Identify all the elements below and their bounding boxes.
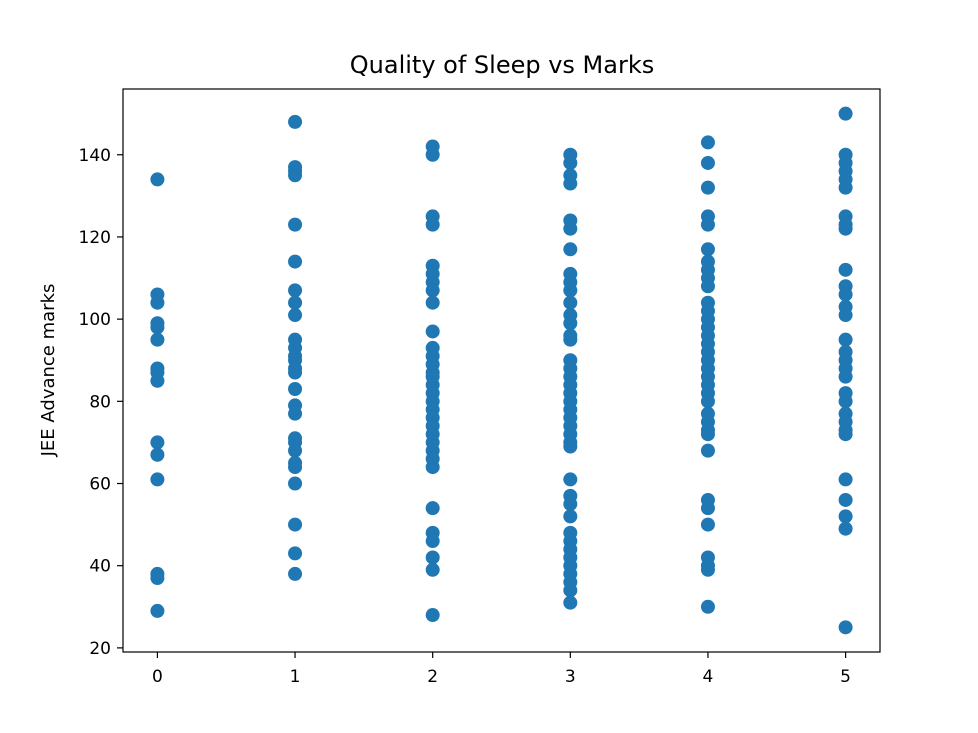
data-point: [150, 172, 165, 187]
data-point: [150, 447, 165, 462]
data-point: [288, 381, 303, 396]
data-point: [288, 460, 303, 475]
data-point: [425, 550, 440, 565]
data-point: [288, 476, 303, 491]
data-point: [425, 534, 440, 549]
data-point: [150, 332, 165, 347]
data-point: [425, 562, 440, 577]
plot-frame: [122, 88, 881, 653]
x-tick-label: 0: [152, 667, 163, 687]
data-point: [288, 517, 303, 532]
data-point: [425, 324, 440, 339]
data-point: [838, 221, 853, 236]
data-point: [563, 316, 578, 331]
data-point: [838, 180, 853, 195]
data-point: [288, 283, 303, 298]
data-point: [563, 583, 578, 598]
data-point: [288, 217, 303, 232]
data-point: [150, 373, 165, 388]
data-point: [563, 509, 578, 524]
data-point: [288, 566, 303, 581]
y-axis-label: JEE Advance marks: [38, 284, 59, 458]
x-tick-label: 2: [427, 667, 438, 687]
data-point: [288, 254, 303, 269]
data-point: [563, 332, 578, 347]
data-point: [150, 603, 165, 618]
data-point: [563, 497, 578, 512]
data-point: [700, 155, 715, 170]
data-point: [150, 435, 165, 450]
data-point: [150, 320, 165, 335]
data-point: [700, 599, 715, 614]
data-point: [425, 501, 440, 516]
data-point: [838, 472, 853, 487]
data-point: [288, 546, 303, 561]
data-point: [288, 365, 303, 380]
y-tick-label: 100: [79, 310, 111, 330]
data-point: [425, 460, 440, 475]
x-tick-label: 1: [290, 667, 301, 687]
data-point: [288, 308, 303, 323]
data-point: [425, 147, 440, 162]
data-point: [563, 242, 578, 257]
data-point: [288, 295, 303, 310]
data-point: [700, 517, 715, 532]
data-point: [838, 394, 853, 409]
data-point: [425, 283, 440, 298]
data-point: [563, 221, 578, 236]
data-point: [288, 406, 303, 421]
data-point: [700, 242, 715, 257]
data-point: [838, 509, 853, 524]
x-tick-label: 4: [703, 667, 714, 687]
data-point: [838, 427, 853, 442]
y-tick-label: 20: [89, 639, 111, 659]
x-tick-label: 3: [565, 667, 576, 687]
data-point: [700, 443, 715, 458]
data-point: [288, 114, 303, 129]
data-point: [838, 620, 853, 635]
chart-title: Quality of Sleep vs Marks: [350, 51, 654, 79]
data-point: [425, 217, 440, 232]
data-point: [150, 571, 165, 586]
data-point: [563, 283, 578, 298]
data-point: [563, 595, 578, 610]
x-tick-label: 5: [840, 667, 851, 687]
data-point: [838, 262, 853, 277]
data-point: [838, 287, 853, 302]
data-point: [700, 427, 715, 442]
data-point: [563, 439, 578, 454]
data-points: [150, 106, 853, 635]
data-point: [425, 295, 440, 310]
data-point: [563, 472, 578, 487]
data-point: [700, 180, 715, 195]
data-point: [700, 501, 715, 516]
data-point: [563, 176, 578, 191]
y-tick-label: 60: [89, 475, 111, 495]
data-point: [150, 295, 165, 310]
data-point: [838, 106, 853, 121]
y-tick-label: 40: [89, 557, 111, 577]
data-point: [563, 295, 578, 310]
data-point: [838, 332, 853, 347]
data-point: [700, 217, 715, 232]
data-point: [838, 492, 853, 507]
data-point: [838, 308, 853, 323]
y-tick-label: 120: [79, 228, 111, 248]
data-point: [288, 443, 303, 458]
data-point: [838, 521, 853, 536]
axis-ticks: 0 1 2 3 4 5 20 40 60 80 100 120 140: [79, 146, 851, 687]
y-tick-label: 140: [79, 146, 111, 166]
data-point: [838, 369, 853, 384]
data-point: [288, 168, 303, 183]
data-point: [700, 394, 715, 409]
data-point: [150, 472, 165, 487]
data-point: [700, 279, 715, 294]
data-point: [425, 608, 440, 623]
data-point: [700, 562, 715, 577]
data-point: [700, 135, 715, 150]
data-point: [563, 155, 578, 170]
y-tick-label: 80: [89, 392, 111, 412]
